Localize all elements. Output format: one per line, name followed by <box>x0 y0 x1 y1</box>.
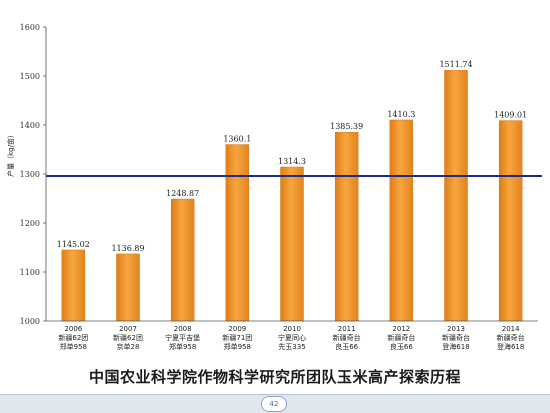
chart-caption: 中国农业科学院作物科学研究所团队玉米高产探索历程 <box>88 368 461 386</box>
x-label-year: 2014 <box>502 325 520 333</box>
bars: 1145.02 1136.89 1248.87 1360.1 1314.3 1385.39… <box>57 60 527 322</box>
y-tick-label: 1400 <box>20 121 40 130</box>
x-label-year: 2013 <box>447 325 465 333</box>
bar-2007 <box>116 253 140 322</box>
y-tick-label: 1200 <box>20 219 40 228</box>
x-label-variety: 郑单958 <box>169 342 196 351</box>
data-label-2007: 1136.89 <box>111 244 144 253</box>
x-label-year: 2006 <box>64 325 82 333</box>
bar-2014 <box>498 120 523 322</box>
bar-2010 <box>280 166 304 322</box>
x-label-year: 2007 <box>119 325 137 333</box>
x-label-year: 2009 <box>228 325 246 333</box>
x-label-site: 新疆71团 <box>222 333 252 342</box>
data-label-2013: 1511.74 <box>439 60 472 69</box>
y-tick-label: 1100 <box>20 268 40 277</box>
bar-2009 <box>225 144 250 322</box>
page-number: 42 <box>261 396 287 412</box>
bar-2011 <box>334 131 359 322</box>
x-label-site: 宁夏同心 <box>278 333 306 342</box>
data-label-2012: 1410.3 <box>387 110 415 119</box>
x-label-variety: 良玉66 <box>335 342 358 351</box>
bar-2008 <box>170 198 195 322</box>
x-label-variety: 京单28 <box>117 342 140 351</box>
x-axis: 2006新疆62团郑单9582007新疆62团京单282008宁夏平吉堡郑单95… <box>46 320 538 351</box>
bar-2013 <box>444 70 468 322</box>
y-tick-label: 1000 <box>20 317 40 326</box>
bar-2012 <box>389 119 414 322</box>
x-label-year: 2010 <box>283 325 301 333</box>
y-tick-label: 1600 <box>20 23 40 32</box>
x-label-site: 新疆62团 <box>58 333 88 342</box>
x-label-year: 2011 <box>338 325 356 333</box>
x-label-variety: 登海618 <box>442 342 469 351</box>
x-label-site: 新疆奇台 <box>333 333 361 342</box>
data-label-2011: 1385.39 <box>330 122 363 131</box>
x-label-variety: 先玉335 <box>278 342 305 351</box>
x-label-variety: 郑单958 <box>60 342 87 351</box>
y-tick-label: 1500 <box>20 72 40 81</box>
x-label-site: 新疆奇台 <box>497 333 525 342</box>
bar-2006 <box>61 249 86 322</box>
x-label-site: 新疆奇台 <box>387 333 415 342</box>
x-label-site: 新疆62团 <box>113 333 143 342</box>
x-label-variety: 登海618 <box>497 342 524 351</box>
y-tick-label: 1300 <box>20 170 40 179</box>
y-axis: 1000 1100 1200 1300 1400 1500 1600 产量（kg/亩） <box>6 23 47 326</box>
data-label-2010: 1314.3 <box>278 157 306 166</box>
x-label-variety: 郑单958 <box>224 342 251 351</box>
data-label-2014: 1409.01 <box>494 111 527 120</box>
x-label-variety: 良玉66 <box>390 342 413 351</box>
data-label-2006: 1145.02 <box>57 240 90 249</box>
x-label-year: 2008 <box>174 325 192 333</box>
data-label-2008: 1248.87 <box>166 189 199 198</box>
x-label-site: 新疆奇台 <box>442 333 470 342</box>
y-axis-title: 产量（kg/亩） <box>6 131 15 177</box>
x-label-year: 2012 <box>392 325 410 333</box>
x-label-site: 宁夏平吉堡 <box>165 333 200 342</box>
data-label-2009: 1360.1 <box>223 135 251 144</box>
